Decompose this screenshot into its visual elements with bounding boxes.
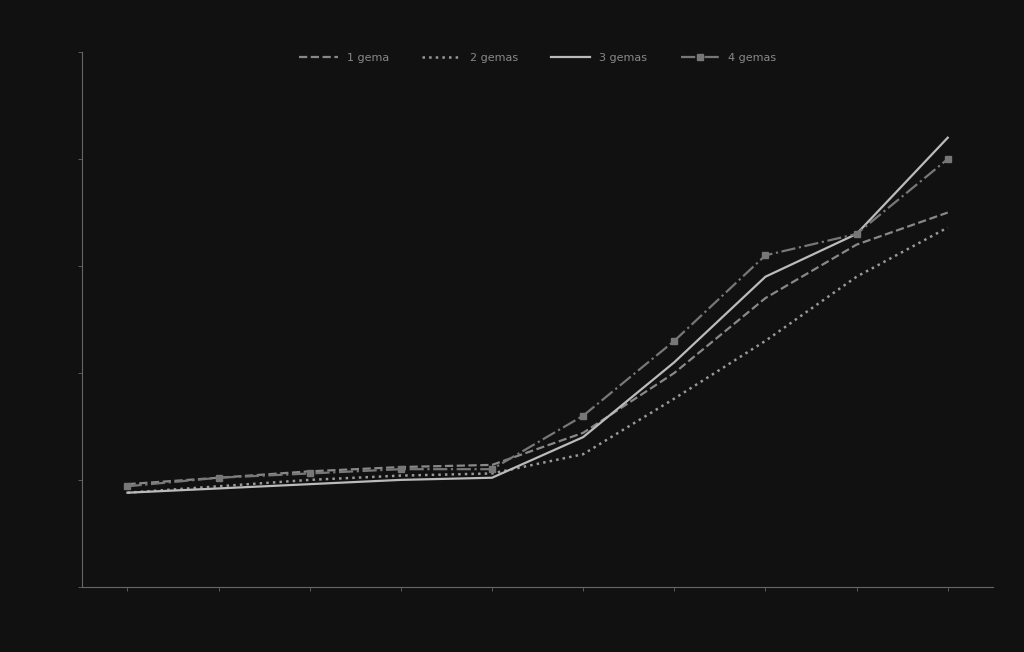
- 4 gemas: [850, 230, 862, 238]
- Legend: 1 gema, 2 gemas, 3 gemas, 4 gemas: 1 gema, 2 gemas, 3 gemas, 4 gemas: [293, 47, 782, 68]
- 4 gemas: [669, 337, 681, 345]
- 1 gema: [486, 461, 499, 469]
- 1 gema: [850, 241, 862, 248]
- 3 gemas: [942, 134, 954, 141]
- 4 gemas: [303, 469, 315, 477]
- 1 gema: [760, 294, 772, 302]
- 2 gemas: [760, 337, 772, 345]
- 2 gemas: [578, 451, 590, 458]
- 3 gemas: [121, 489, 133, 497]
- 3 gemas: [213, 484, 225, 492]
- 3 gemas: [486, 474, 499, 482]
- 2 gemas: [213, 482, 225, 490]
- 4 gemas: [760, 252, 772, 259]
- 2 gemas: [850, 273, 862, 280]
- 1 gema: [395, 463, 408, 471]
- 2 gemas: [303, 476, 315, 484]
- 3 gemas: [850, 230, 862, 238]
- 1 gema: [578, 429, 590, 437]
- 4 gemas: [578, 412, 590, 420]
- 3 gemas: [669, 359, 681, 366]
- Line: 4 gemas: 4 gemas: [125, 156, 950, 489]
- 1 gema: [121, 481, 133, 488]
- Line: 2 gemas: 2 gemas: [127, 228, 948, 493]
- 4 gemas: [395, 466, 408, 473]
- 3 gemas: [303, 481, 315, 488]
- 1 gema: [213, 474, 225, 482]
- 1 gema: [942, 209, 954, 216]
- Line: 3 gemas: 3 gemas: [127, 138, 948, 493]
- 4 gemas: [486, 466, 499, 473]
- Line: 1 gema: 1 gema: [127, 213, 948, 484]
- 1 gema: [669, 369, 681, 377]
- 3 gemas: [578, 433, 590, 441]
- 3 gemas: [760, 273, 772, 280]
- 2 gemas: [486, 469, 499, 477]
- 4 gemas: [121, 482, 133, 490]
- 2 gemas: [121, 489, 133, 497]
- 2 gemas: [395, 471, 408, 479]
- 2 gemas: [942, 224, 954, 231]
- 1 gema: [303, 467, 315, 475]
- 4 gemas: [213, 474, 225, 482]
- 3 gemas: [395, 476, 408, 484]
- 4 gemas: [942, 155, 954, 163]
- 2 gemas: [669, 394, 681, 402]
